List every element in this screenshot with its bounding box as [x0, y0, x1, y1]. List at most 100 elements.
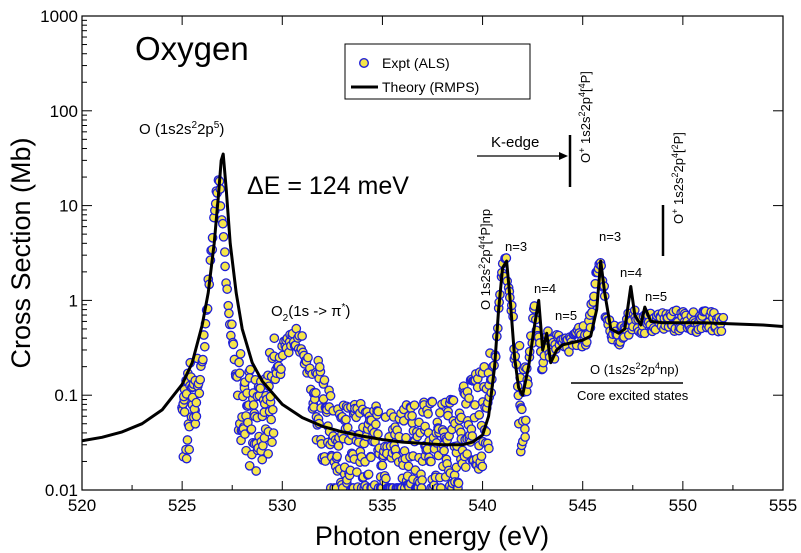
expt-point: [220, 261, 230, 272]
expt-point: [484, 443, 494, 454]
expt-point: [218, 231, 229, 242]
expt-point: [234, 357, 244, 368]
x-tick-label: 545: [569, 496, 597, 515]
expt-point: [436, 483, 446, 490]
x-tick-label: 555: [769, 496, 797, 515]
x-tick-label: 540: [468, 496, 496, 515]
core-states-label: O (1s2s22p4np): [590, 361, 679, 377]
expt-point: [268, 428, 279, 438]
expt-point: [182, 435, 193, 445]
expt-point: [266, 414, 277, 425]
expt-point: [520, 424, 530, 434]
expt-point: [370, 419, 381, 430]
expt-point: [310, 388, 321, 398]
expt-point: [314, 362, 325, 372]
n4-label-first: n=4: [534, 281, 556, 296]
expt-point: [448, 395, 459, 406]
expt-point: [464, 393, 474, 404]
x-tick-label: 520: [68, 496, 96, 515]
expt-point: [199, 341, 210, 352]
legend-expt-marker: [359, 58, 370, 69]
x-axis-title: Photon energy (eV): [315, 521, 549, 551]
threshold-2p-label: O+ 1s2s22p4[2P]: [670, 132, 686, 224]
y-tick-label: 0.01: [45, 481, 78, 500]
expt-point: [514, 340, 525, 351]
kedge-label: K-edge: [491, 134, 539, 151]
expt-point: [332, 451, 342, 462]
x-tick-label: 525: [168, 496, 196, 515]
theory-series: [82, 152, 783, 447]
x-tick-label: 535: [368, 496, 396, 515]
expt-point: [718, 312, 729, 323]
expt-point: [194, 388, 205, 399]
expt-point: [258, 440, 268, 451]
expt-point: [439, 445, 449, 456]
y-axis-title: Cross Section (Mb): [6, 137, 36, 368]
legend-box: [344, 43, 531, 100]
expt-point: [467, 431, 478, 441]
expt-point: [234, 368, 245, 379]
expt-point: [520, 415, 531, 426]
expt-point: [333, 441, 344, 451]
expt-point: [181, 453, 192, 464]
expt-point: [244, 460, 255, 471]
expt-point: [235, 348, 246, 359]
expt-point: [222, 284, 233, 294]
expt-point: [179, 407, 190, 417]
expt-point: [516, 404, 527, 415]
expt-point: [453, 478, 464, 489]
n5-label-first: n=5: [555, 308, 577, 323]
expt-point: [255, 383, 266, 394]
expt-point: [426, 456, 436, 467]
expt-point: [477, 461, 488, 472]
expt-point: [263, 448, 274, 459]
n3-label-second: n=3: [599, 229, 621, 244]
expt-point: [520, 432, 531, 442]
kedge-arrow-head: [559, 152, 568, 160]
expt-point: [184, 444, 195, 455]
n5-label-second: n=5: [645, 289, 667, 304]
expt-point: [476, 451, 487, 462]
expt-point: [303, 352, 313, 363]
expt-point: [297, 331, 307, 341]
theory-line: [82, 152, 783, 447]
expt-point: [276, 364, 286, 374]
expt-point: [377, 460, 388, 471]
expt-point: [341, 414, 351, 425]
main-peak-label: O (1s2s22p5): [139, 120, 224, 138]
expt-point: [191, 411, 202, 422]
expt-point: [470, 400, 480, 410]
y-axis: 0.01 0.1 1 10 100 1000: [40, 7, 783, 500]
expt-point: [228, 339, 239, 350]
y-tick-label: 1000: [40, 7, 78, 26]
expt-point: [319, 375, 330, 385]
legend: Expt (ALS) Theory (RMPS): [344, 43, 531, 100]
y-tick-label: 10: [59, 197, 78, 216]
expt-point: [716, 326, 727, 337]
expt-point: [409, 400, 420, 411]
expt-point: [267, 404, 278, 415]
x-tick-label: 530: [268, 496, 296, 515]
expt-point: [373, 406, 384, 417]
y-tick-label: 100: [50, 102, 78, 121]
expt-point: [217, 218, 228, 229]
core-states-caption: Core excited states: [577, 388, 689, 403]
n3-label-first: n=3: [505, 239, 527, 254]
n4-label-second: n=4: [620, 265, 642, 280]
expt-point: [198, 354, 208, 365]
rydberg-series-label: O 1s2s22p4[4P]np: [477, 209, 493, 310]
expt-point: [248, 400, 259, 410]
expt-point: [435, 407, 445, 418]
expt-point: [251, 466, 262, 476]
expt-point: [351, 467, 362, 477]
expt-point: [363, 469, 374, 480]
legend-expt-label: Expt (ALS): [382, 55, 450, 71]
expt-point: [224, 308, 234, 319]
expt-point: [269, 333, 280, 344]
expt-point: [417, 475, 428, 485]
expt-point: [267, 437, 277, 448]
expt-point: [381, 473, 391, 484]
expt-point: [423, 408, 433, 419]
expt-point: [246, 424, 257, 435]
